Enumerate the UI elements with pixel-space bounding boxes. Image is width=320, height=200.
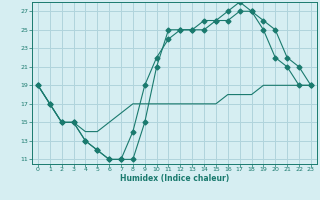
X-axis label: Humidex (Indice chaleur): Humidex (Indice chaleur) [120,174,229,183]
